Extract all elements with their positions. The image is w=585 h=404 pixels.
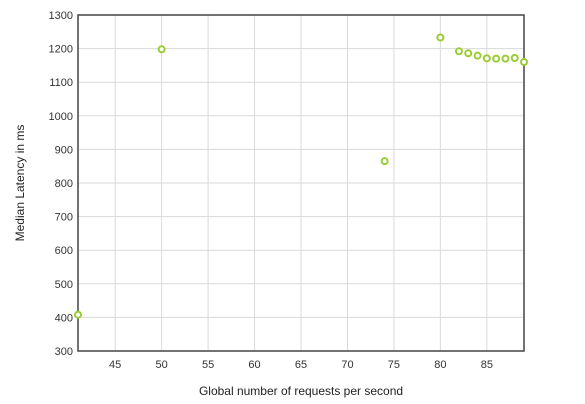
data-point — [436, 33, 445, 42]
y-tick-label: 1000 — [49, 111, 73, 123]
y-tick-label: 600 — [55, 245, 73, 257]
tick-labels: 300 400 500 600 700 800 900 1000 1100 1200 1300 45 5… — [49, 10, 493, 371]
data-point — [492, 54, 501, 63]
x-axis-title: Global number of requests per second — [199, 384, 403, 398]
data-point — [473, 51, 482, 60]
y-tick-label: 1200 — [49, 44, 73, 56]
data-points — [74, 33, 528, 319]
y-tick-label: 500 — [55, 279, 73, 291]
x-tick-label: 80 — [434, 359, 446, 371]
y-tick-label: 700 — [55, 212, 73, 224]
plot-frame — [77, 14, 525, 352]
x-tick-label: 70 — [341, 359, 353, 371]
y-tick-label: 1100 — [49, 77, 73, 89]
x-tick-label: 45 — [109, 359, 121, 371]
grid-lines — [78, 14, 524, 352]
y-tick-label: 1300 — [49, 10, 73, 22]
data-point — [510, 54, 519, 63]
data-point — [157, 45, 166, 54]
data-point — [454, 47, 463, 56]
data-point — [464, 49, 473, 58]
y-tick-label: 400 — [55, 312, 73, 324]
data-point — [74, 310, 82, 319]
x-tick-label: 55 — [202, 359, 214, 371]
y-tick-label: 800 — [55, 178, 73, 190]
data-point — [501, 54, 510, 63]
x-tick-label: 60 — [248, 359, 260, 371]
data-point — [520, 58, 528, 67]
x-tick-label: 75 — [388, 359, 400, 371]
data-point — [380, 157, 389, 166]
y-tick-label: 900 — [55, 144, 73, 156]
data-point — [482, 54, 491, 63]
x-tick-label: 85 — [481, 359, 493, 371]
x-tick-label: 50 — [156, 359, 168, 371]
y-axis-title: Median Latency in ms — [13, 125, 27, 242]
x-tick-label: 65 — [295, 359, 307, 371]
y-tick-label: 300 — [55, 346, 73, 358]
